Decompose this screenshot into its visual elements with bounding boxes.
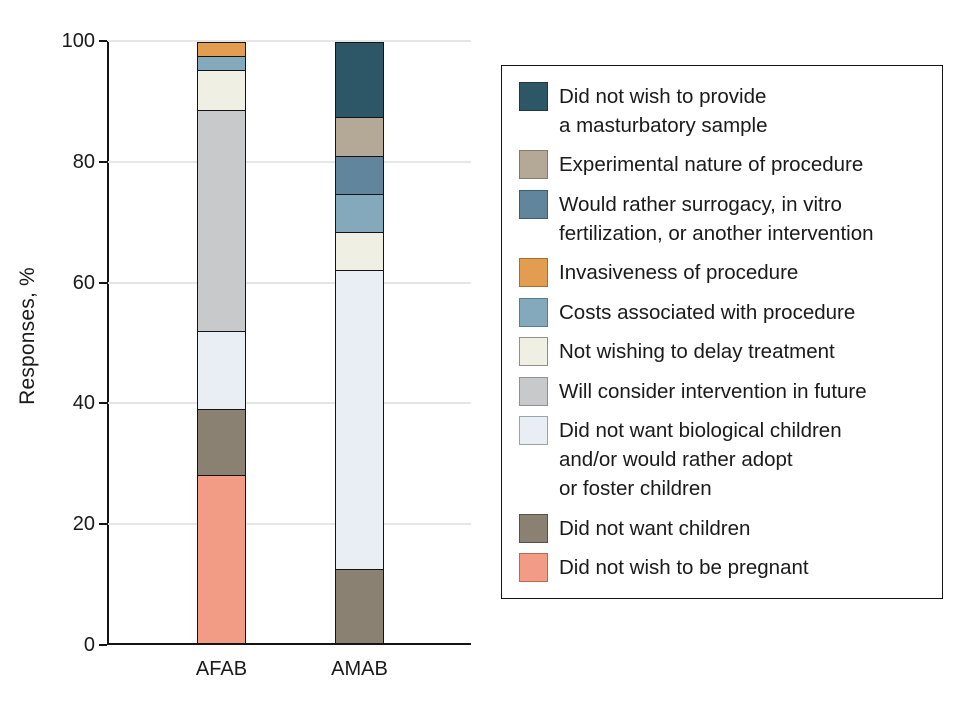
gridline-100 [108,40,471,42]
legend-item: Will consider intervention in future [519,376,928,406]
x-category-label-amab: AMAB [331,658,388,680]
legend-box: Did not wish to provide a masturbatory s… [501,65,943,599]
bar-segment [198,475,245,645]
legend-swatch [519,258,548,288]
bar-segment [336,271,383,570]
legend-item: Invasiveness of procedure [519,258,928,288]
bar-segment [198,110,245,332]
gridline-60 [108,281,471,284]
legend-swatch [519,150,548,180]
bar-segment [336,118,383,157]
legend-label: Would rather surrogacy, in vitro fertili… [559,192,874,245]
legend-swatch [519,513,548,543]
legend-item: Did not want children [519,513,928,543]
bar-segment [198,71,245,111]
y-tick-80 [99,160,107,163]
legend-label: Will consider intervention in future [559,379,867,403]
plot-area: 0 20 40 60 80 100 [62,30,471,656]
legend-swatch [519,552,548,582]
bar-afab [197,42,246,645]
legend-swatch [519,376,548,406]
x-axis-line [107,643,471,645]
legend-label: Did not want biological children and/or … [559,419,842,501]
legend-swatch [519,189,548,219]
legend-item: Would rather surrogacy, in vitro fertili… [519,189,928,248]
gridline-20 [108,523,471,526]
bar-segment [336,156,383,195]
legend-swatch [519,297,548,327]
bar-segment [336,569,383,644]
legend-item: Costs associated with procedure [519,297,928,327]
bar-segment [198,331,245,410]
legend-item: Not wishing to delay treatment [519,337,928,367]
legend-label: Did not want children [559,516,751,540]
y-axis-title: Responses, % [16,267,39,405]
gridline-80 [108,160,471,163]
y-tick-label-0: 0 [83,634,95,656]
bar-segment [336,43,383,119]
y-tick-label-20: 20 [72,513,95,536]
legend-swatch [519,82,548,111]
y-tick-0 [99,644,107,646]
bar-segment [198,410,245,476]
y-tick-20 [99,523,107,526]
y-axis-line [107,41,109,645]
legend-swatch [519,337,548,367]
legend-label: Experimental nature of procedure [559,153,864,177]
legend-label: Did not wish to be pregnant [559,555,809,579]
y-tick-label-60: 60 [72,271,95,294]
legend-swatch [519,416,548,446]
y-tick-label-40: 40 [72,392,95,415]
legend-item: Did not want biological children and/or … [519,416,928,503]
legend-label: Did not wish to provide a masturbatory s… [559,85,768,137]
legend-label: Costs associated with procedure [559,300,856,324]
y-tick-label-80: 80 [72,150,95,173]
legend-item: Did not wish to provide a masturbatory s… [519,82,928,140]
bar-segment [336,194,383,233]
legend-item: Experimental nature of procedure [519,150,928,180]
legend-label: Invasiveness of procedure [559,261,799,285]
bar-amab [335,42,384,645]
y-tick-40 [99,402,107,405]
y-tick-60 [99,281,107,284]
bar-segment [198,43,245,58]
x-category-label-afab: AFAB [195,658,248,680]
y-tick-label-100: 100 [61,30,95,52]
y-tick-100 [99,40,107,42]
legend-item: Did not wish to be pregnant [519,552,928,582]
legend-label: Not wishing to delay treatment [559,340,835,364]
gridline-40 [108,402,471,405]
bar-segment [198,57,245,72]
bar-segment [336,232,383,272]
